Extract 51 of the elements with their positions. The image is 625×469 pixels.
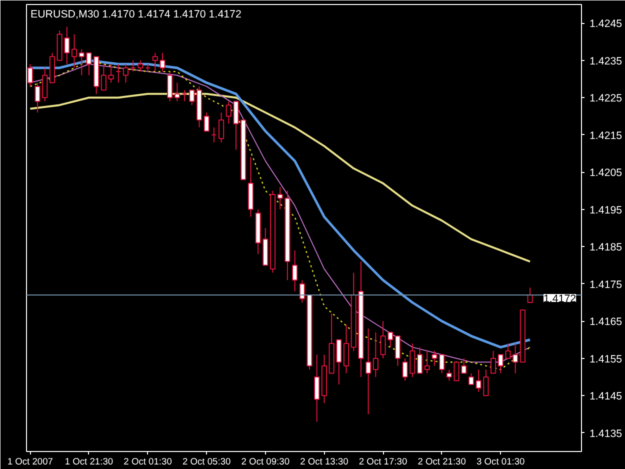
y-tick-label: 1.4145 — [590, 390, 622, 403]
x-tick-label: 2 Oct 01:30 — [124, 456, 172, 466]
candlestick — [292, 250, 298, 292]
candlestick — [204, 112, 210, 132]
y-tick-label: 1.4235 — [590, 55, 622, 68]
candlestick — [174, 82, 180, 102]
y-tick-label: 1.4205 — [590, 167, 622, 180]
y-tick-label: 1.4175 — [590, 278, 622, 291]
candlestick — [108, 64, 114, 84]
x-tick-label: 1 Oct 2007 — [7, 456, 53, 466]
line-series — [29, 92, 532, 263]
y-tick-label: 1.4215 — [590, 130, 622, 142]
x-tick-label: 2 Oct 09:30 — [241, 456, 290, 466]
candlestick — [468, 372, 474, 385]
candlestick — [138, 60, 144, 72]
x-tick-label: 2 Oct 13:30 — [300, 456, 348, 466]
candlestick — [314, 354, 320, 422]
x-tick-label: 3 Oct 01:30 — [476, 456, 525, 466]
candlestick — [424, 350, 430, 374]
candlestick — [218, 112, 224, 143]
x-tick-label: 2 Oct 17:30 — [358, 456, 408, 466]
candlestick — [182, 90, 188, 102]
candlestick — [167, 71, 173, 102]
y-tick-label: 1.4135 — [590, 428, 622, 440]
candlestick — [446, 369, 452, 382]
candlestick — [100, 64, 106, 91]
candlestick — [130, 60, 136, 72]
candlestick — [160, 52, 166, 72]
y-tick-label: 1.4195 — [590, 204, 622, 216]
x-tick-label: 1 Oct 21:30 — [64, 456, 114, 466]
candlestick — [343, 324, 350, 374]
x-tick-label: 2 Oct 05:30 — [182, 456, 231, 466]
candlestick — [189, 90, 195, 106]
ref-line-label: 1.4172 — [544, 293, 576, 306]
chart-title: EURUSD,M30 1.4170 1.4174 1.4170 1.4172 — [30, 8, 242, 20]
candlestick — [72, 34, 78, 68]
candlestick — [372, 332, 378, 378]
candlestick — [366, 328, 372, 415]
candlestick — [417, 346, 423, 374]
candlestick — [211, 126, 217, 143]
candlestick — [152, 52, 158, 72]
candlestick — [116, 64, 122, 84]
candlestick — [122, 64, 129, 84]
y-tick-label: 1.4225 — [590, 92, 622, 105]
candlestick — [490, 350, 496, 374]
y-tick-label: 1.4155 — [590, 353, 622, 366]
x-tick-label: 2 Oct 21:30 — [418, 456, 466, 466]
candlestick — [394, 336, 401, 366]
y-tick-label: 1.4185 — [590, 242, 622, 254]
y-tick-label: 1.4165 — [590, 316, 622, 328]
y-tick-label: 1.4245 — [590, 18, 622, 30]
